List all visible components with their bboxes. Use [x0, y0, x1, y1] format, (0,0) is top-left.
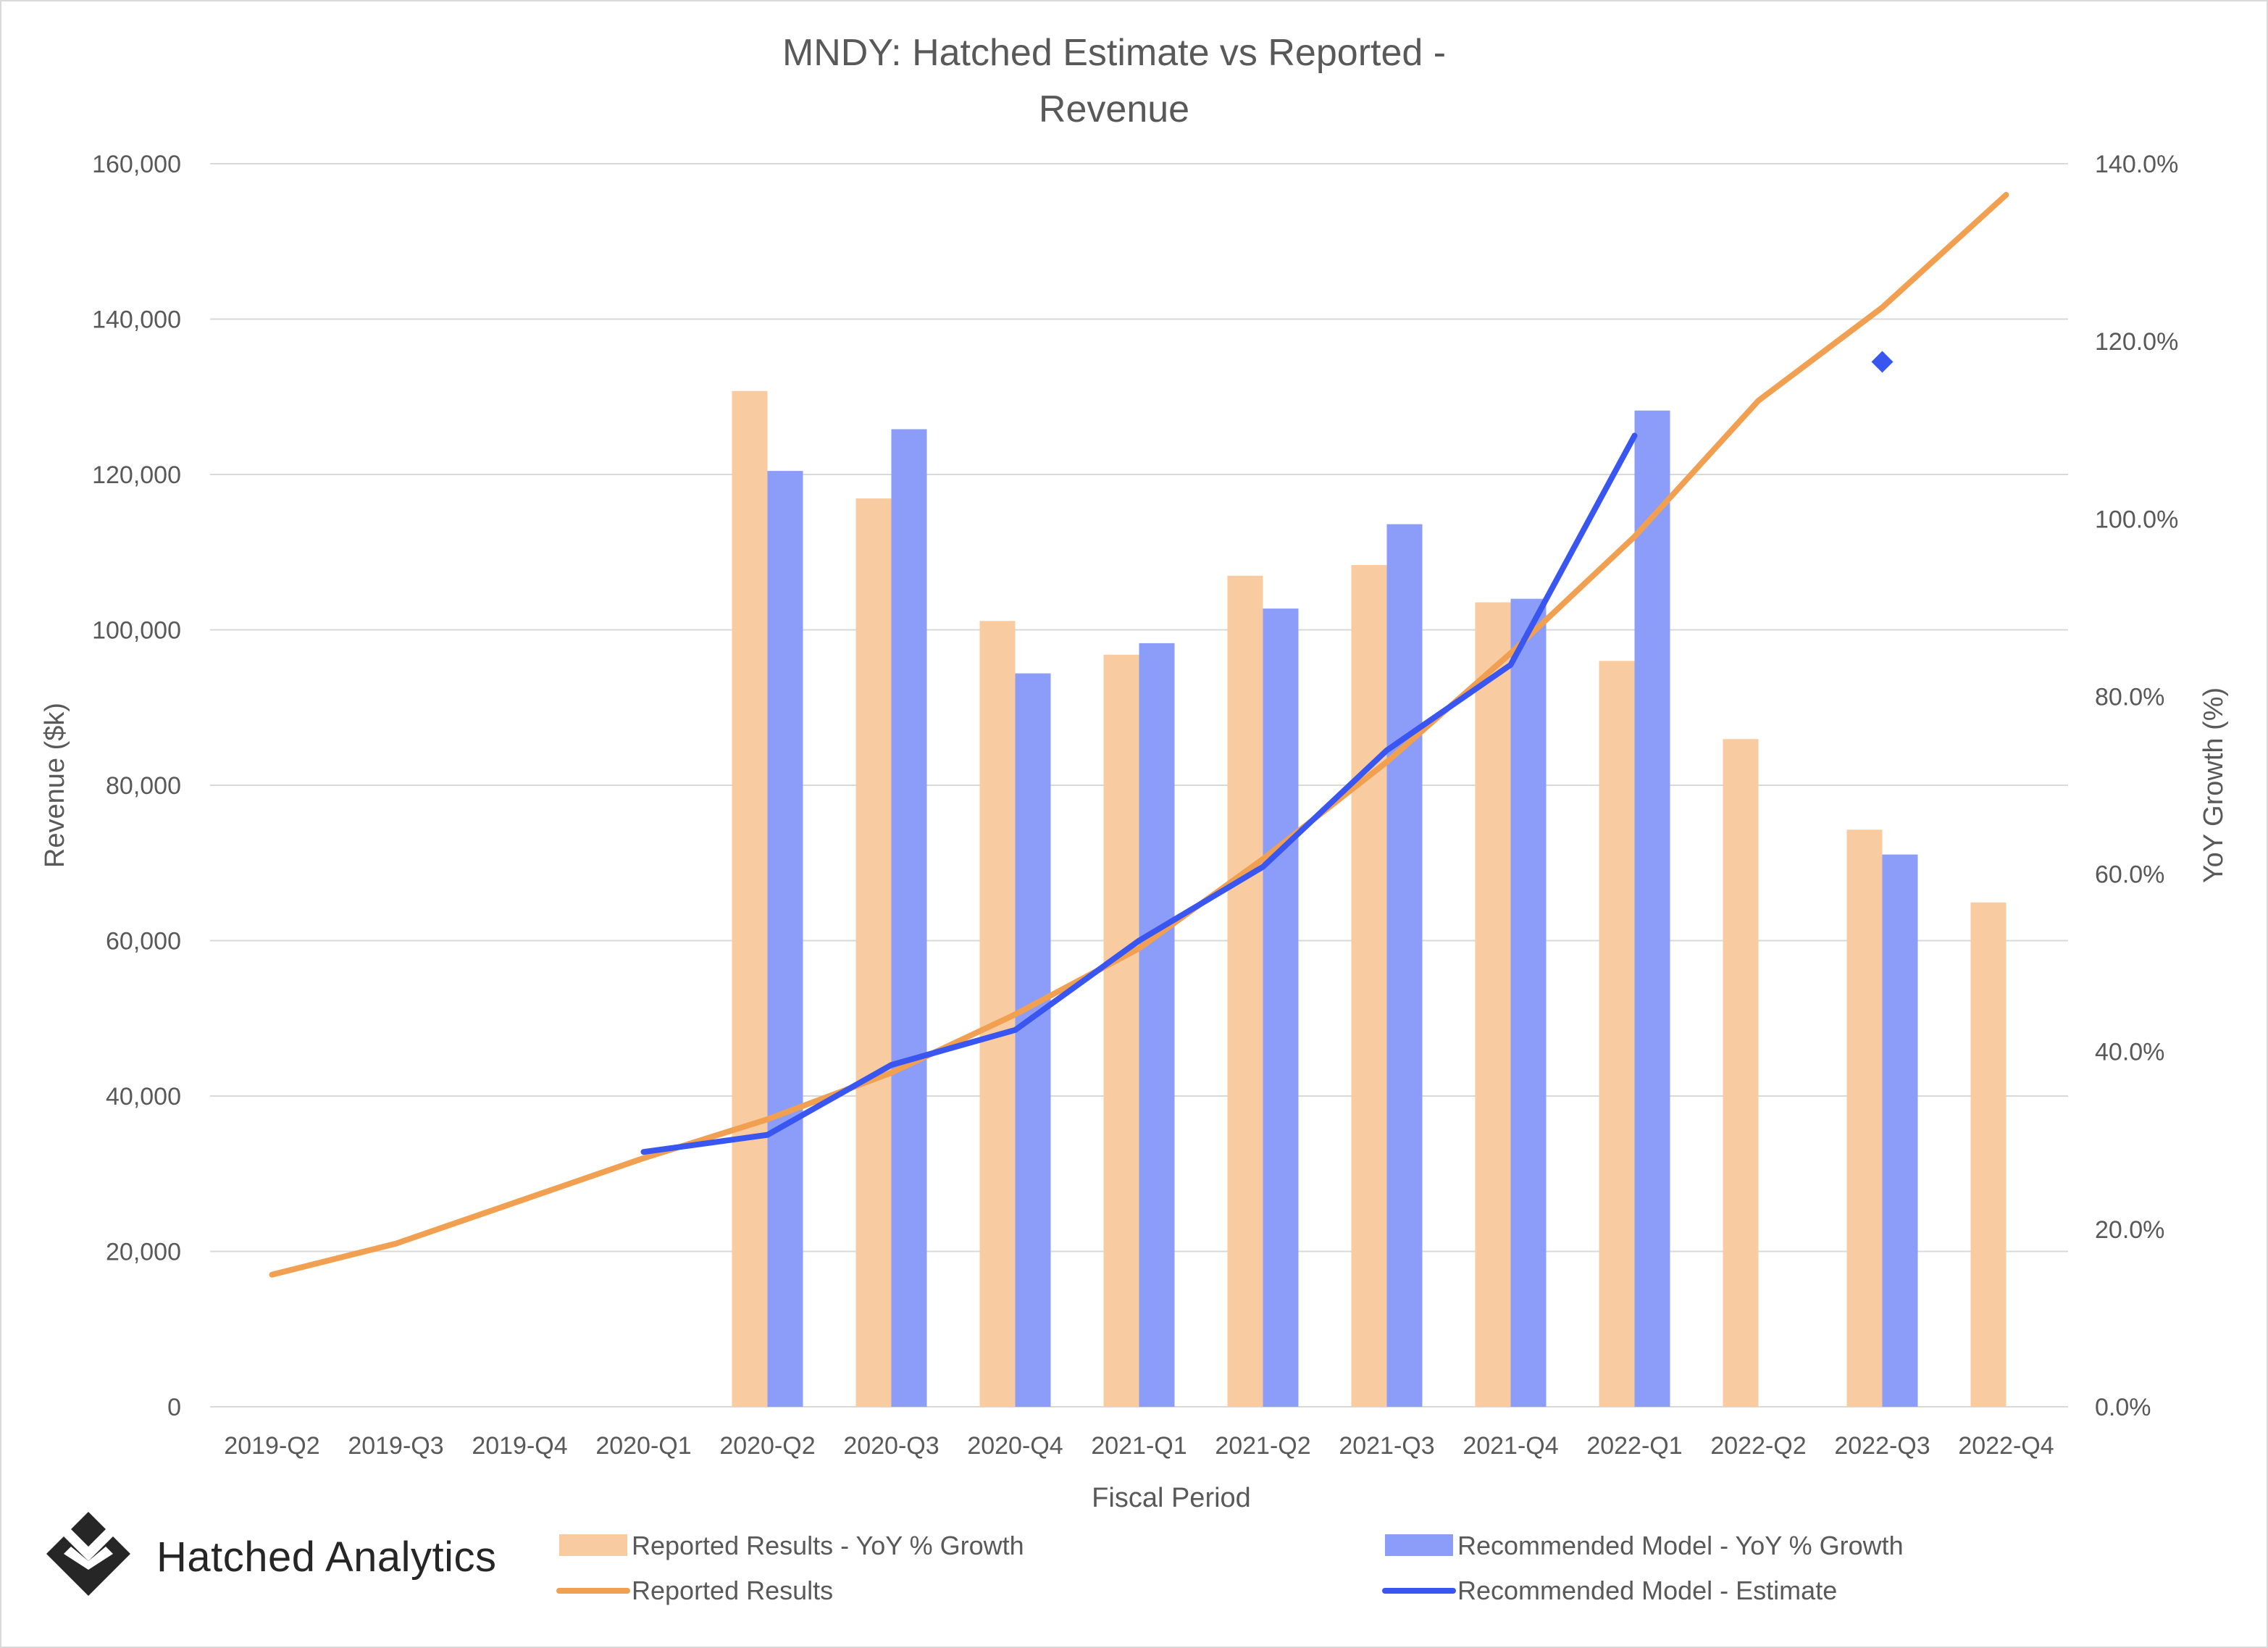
left-tick-label: 80,000	[106, 772, 181, 800]
right-tick-label: 40.0%	[2095, 1039, 2164, 1066]
bar-reported-growth	[1103, 654, 1139, 1407]
right-tick-label: 100.0%	[2095, 506, 2178, 533]
legend-label: Recommended Model - YoY % Growth	[1457, 1531, 1904, 1560]
model-estimate-line	[640, 432, 1638, 1155]
brand: Hatched Analytics	[42, 1510, 497, 1603]
x-tick-label: 2019-Q2	[224, 1432, 319, 1460]
x-tick-label: 2019-Q3	[348, 1432, 443, 1460]
chart-title-line: Revenue	[1039, 88, 1189, 130]
bar-reported-growth	[1351, 565, 1387, 1407]
hatched-diamond-logo-icon	[46, 1512, 130, 1596]
right-tick-label: 120.0%	[2095, 328, 2178, 356]
right-tick-label: 80.0%	[2095, 683, 2164, 711]
left-tick-label: 60,000	[106, 928, 181, 955]
bar-reported-growth	[979, 621, 1016, 1407]
bar-reported-growth	[1846, 829, 1883, 1407]
bars	[732, 390, 2007, 1408]
x-tick-label: 2021-Q3	[1339, 1432, 1434, 1460]
left-tick-label: 160,000	[92, 151, 181, 178]
right-axis-title: YoY Growth (%)	[2198, 687, 2229, 883]
legend-swatch	[559, 1534, 627, 1556]
bar-reported-growth	[732, 390, 768, 1407]
bar-model-growth	[891, 429, 927, 1408]
x-tick-label: 2022-Q3	[1834, 1432, 1930, 1460]
bar-model-growth	[767, 471, 803, 1407]
bar-model-growth	[1015, 673, 1051, 1407]
brand-name: Hatched Analytics	[156, 1533, 497, 1581]
reported-results-line	[269, 191, 2009, 1278]
left-tick-label: 0	[167, 1394, 181, 1421]
legend-label: Recommended Model - Estimate	[1457, 1576, 1837, 1605]
x-tick-label: 2021-Q4	[1463, 1432, 1558, 1460]
bar-model-growth	[1263, 608, 1299, 1407]
bar-reported-growth	[1599, 661, 1635, 1407]
bar-reported-growth	[1970, 902, 2007, 1407]
x-tick-label: 2020-Q2	[719, 1432, 815, 1460]
bar-reported-growth	[1475, 602, 1511, 1407]
x-axis-title: Fiscal Period	[1092, 1483, 1251, 1513]
legend: Reported Results - YoY % Growth Recommend…	[556, 1531, 1904, 1605]
right-tick-label: 20.0%	[2095, 1216, 2164, 1244]
x-tick-label: 2022-Q2	[1710, 1432, 1806, 1460]
left-axis-title: Revenue ($k)	[40, 703, 70, 868]
x-tick-label: 2020-Q1	[595, 1432, 691, 1460]
right-tick-label: 140.0%	[2095, 151, 2178, 178]
x-tick-label: 2020-Q4	[967, 1432, 1063, 1460]
model-estimate-marker	[1871, 351, 1894, 373]
bar-reported-growth	[1227, 575, 1263, 1407]
left-tick-label: 120,000	[92, 461, 181, 489]
left-tick-label: 100,000	[92, 617, 181, 645]
left-tick-label: 20,000	[106, 1239, 181, 1266]
bar-reported-growth	[1723, 739, 1759, 1407]
bar-model-growth	[1634, 410, 1670, 1408]
x-tick-label: 2020-Q3	[843, 1432, 939, 1460]
chart-title-line: MNDY: Hatched Estimate vs Reported -	[782, 32, 1446, 74]
bar-reported-growth	[855, 498, 892, 1408]
x-tick-label: 2021-Q2	[1215, 1432, 1310, 1460]
right-tick-label: 60.0%	[2095, 861, 2164, 889]
x-tick-label: 2022-Q4	[1958, 1432, 2054, 1460]
bar-model-growth	[1139, 643, 1175, 1407]
bar-model-growth	[1882, 854, 1918, 1407]
right-tick-label: 0.0%	[2095, 1394, 2151, 1421]
bar-model-growth	[1386, 524, 1423, 1407]
legend-swatch	[1385, 1534, 1453, 1556]
x-tick-label: 2021-Q1	[1091, 1432, 1187, 1460]
series-lines	[269, 191, 2009, 1278]
legend-label: Reported Results	[632, 1576, 833, 1605]
legend-label: Reported Results - YoY % Growth	[632, 1531, 1024, 1560]
bar-model-growth	[1510, 598, 1547, 1407]
left-tick-label: 40,000	[106, 1083, 181, 1110]
x-tick-label: 2022-Q1	[1586, 1432, 1682, 1460]
axis-labels: 160,000 140,000 120,000 100,000 80,000 60,000…	[40, 32, 2229, 1513]
x-tick-label: 2019-Q4	[472, 1432, 567, 1460]
left-tick-label: 140,000	[92, 306, 181, 334]
